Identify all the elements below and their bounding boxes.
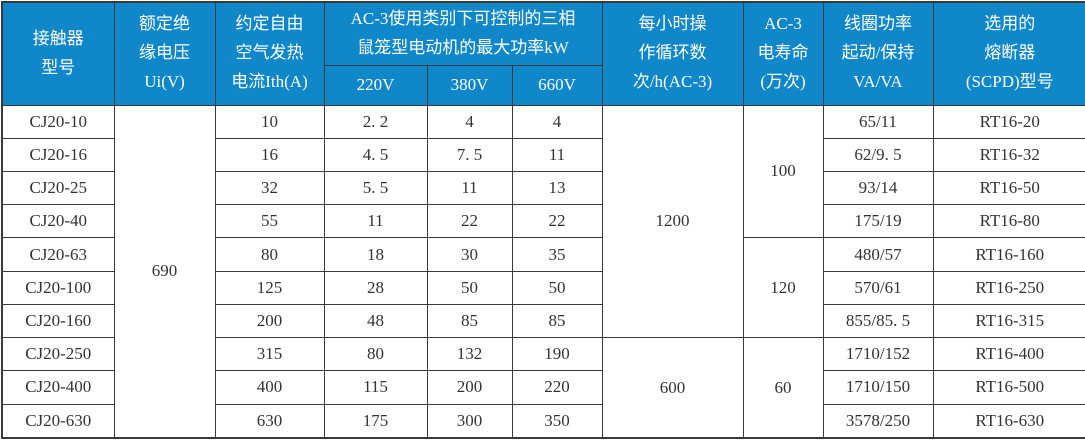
header-row-main: 接触器 型号 额定绝 缘电压 Ui(V) 约定自由 空气发热 电流Ith(A) …	[1, 1, 1085, 106]
cell-fuse: RT16-20	[932, 104, 1085, 139]
header-ac3-electrical-life: AC-3 电寿命 (万次)	[742, 1, 824, 106]
cell-power-380v: 132	[426, 337, 513, 372]
cell-ui-voltage-merged: 690	[113, 104, 216, 439]
cell-ith: 630	[214, 403, 325, 439]
header-operating-cycles: 每小时操 作循环数 次/h(AC-3)	[601, 1, 744, 106]
cell-power-380v: 300	[426, 403, 513, 439]
cell-power-220v: 5. 5	[323, 170, 428, 206]
cell-ith: 32	[214, 170, 325, 206]
cell-fuse: RT16-315	[932, 303, 1085, 339]
table-row: CJ20-400 400 115 200 220 1710/150 RT16-5…	[1, 370, 1085, 405]
table-row: CJ20-25 32 5. 5 11 13 93/14 RT16-50	[1, 170, 1085, 206]
cell-fuse: RT16-250	[932, 270, 1085, 305]
cell-model: CJ20-63	[1, 237, 115, 272]
header-coil-power: 线圈功率 起动/保持 VA/VA	[822, 1, 934, 106]
cell-ith: 16	[214, 137, 325, 172]
header-220v: 220V	[323, 64, 428, 106]
cell-power-220v: 28	[323, 270, 428, 305]
cell-model: CJ20-25	[1, 170, 115, 206]
cell-fuse: RT16-32	[932, 137, 1085, 172]
cell-power-380v: 200	[426, 370, 513, 405]
cell-cycles-merged-top: 1200	[601, 104, 744, 339]
cell-cycles-merged-bottom: 600	[601, 337, 744, 439]
cell-power-660v: 22	[511, 204, 603, 239]
cell-fuse: RT16-50	[932, 170, 1085, 206]
cell-model: CJ20-400	[1, 370, 115, 405]
cell-power-220v: 11	[323, 204, 428, 239]
cell-ith: 80	[214, 237, 325, 272]
cell-life-merged-bottom: 60	[742, 337, 824, 439]
table-row: CJ20-16 16 4. 5 7. 5 11 62/9. 5 RT16-32	[1, 137, 1085, 172]
cell-power-220v: 4. 5	[323, 137, 428, 172]
cell-coil-power: 65/11	[822, 104, 934, 139]
cell-power-220v: 18	[323, 237, 428, 272]
cell-coil-power: 3578/250	[822, 403, 934, 439]
table-row: CJ20-160 200 48 85 85 855/85. 5 RT16-315	[1, 303, 1085, 339]
cell-power-660v: 50	[511, 270, 603, 305]
header-rated-insulation-voltage: 额定绝 缘电压 Ui(V)	[113, 1, 216, 106]
cell-power-380v: 22	[426, 204, 513, 239]
cell-power-220v: 175	[323, 403, 428, 439]
cell-ith: 315	[214, 337, 325, 372]
cell-power-220v: 80	[323, 337, 428, 372]
cell-coil-power: 93/14	[822, 170, 934, 206]
header-660v: 660V	[511, 64, 603, 106]
header-380v: 380V	[426, 64, 513, 106]
table-row: CJ20-63 80 18 30 35 120 480/57 RT16-160	[1, 237, 1085, 339]
cell-fuse: RT16-500	[932, 370, 1085, 405]
cell-power-660v: 85	[511, 303, 603, 339]
cell-power-660v: 190	[511, 337, 603, 372]
table-row: CJ20-10 690 10 2. 2 4 4 1200 100 65/11 R…	[1, 104, 1085, 439]
cell-ith: 400	[214, 370, 325, 405]
cell-ith: 10	[214, 104, 325, 139]
cell-power-380v: 4	[426, 104, 513, 139]
cell-power-660v: 350	[511, 403, 603, 439]
table-row: CJ20-630 630 175 300 350 3578/250 RT16-6…	[1, 403, 1085, 439]
cell-coil-power: 1710/152	[822, 337, 934, 372]
cell-model: CJ20-160	[1, 303, 115, 339]
cell-power-220v: 2. 2	[323, 104, 428, 139]
cell-power-660v: 11	[511, 137, 603, 172]
cell-power-380v: 85	[426, 303, 513, 339]
cell-power-380v: 7. 5	[426, 137, 513, 172]
cell-life-merged-mid: 120	[742, 237, 824, 339]
cell-life-merged-top: 100	[742, 104, 824, 239]
header-ac3-max-power-group: AC-3使用类别下可控制的三相 鼠笼型电动机的最大功率kW	[323, 1, 603, 66]
cell-coil-power: 62/9. 5	[822, 137, 934, 172]
cell-power-380v: 50	[426, 270, 513, 305]
cell-ith: 55	[214, 204, 325, 239]
cell-coil-power: 175/19	[822, 204, 934, 239]
cell-power-660v: 13	[511, 170, 603, 206]
cell-power-380v: 30	[426, 237, 513, 272]
header-fuse-type: 选用的 熔断器 (SCPD)型号	[932, 1, 1085, 106]
cell-power-220v: 48	[323, 303, 428, 339]
cell-power-380v: 11	[426, 170, 513, 206]
cell-power-220v: 115	[323, 370, 428, 405]
table-row: CJ20-250 315 80 132 190 600 60 1710/152 …	[1, 337, 1085, 439]
cell-ith: 125	[214, 270, 325, 305]
cell-model: CJ20-16	[1, 137, 115, 172]
cell-fuse: RT16-400	[932, 337, 1085, 372]
cell-power-660v: 4	[511, 104, 603, 139]
header-row-sub: 220V 380V 660V	[2, 64, 1085, 106]
cell-power-660v: 35	[511, 237, 603, 272]
cell-coil-power: 570/61	[822, 270, 934, 305]
cell-model: CJ20-40	[1, 204, 115, 239]
cell-ith: 200	[214, 303, 325, 339]
cell-model: CJ20-630	[1, 403, 115, 439]
cell-fuse: RT16-630	[932, 403, 1085, 439]
cell-fuse: RT16-80	[932, 204, 1085, 239]
cell-model: CJ20-10	[1, 104, 115, 139]
header-thermal-current: 约定自由 空气发热 电流Ith(A)	[214, 1, 325, 106]
cell-coil-power: 855/85. 5	[822, 303, 934, 339]
cell-power-660v: 220	[511, 370, 603, 405]
cell-model: CJ20-250	[1, 337, 115, 372]
cell-coil-power: 480/57	[822, 237, 934, 272]
cell-model: CJ20-100	[1, 270, 115, 305]
header-contactor-model: 接触器 型号	[1, 1, 115, 106]
cell-coil-power: 1710/150	[822, 370, 934, 405]
cell-fuse: RT16-160	[932, 237, 1085, 272]
